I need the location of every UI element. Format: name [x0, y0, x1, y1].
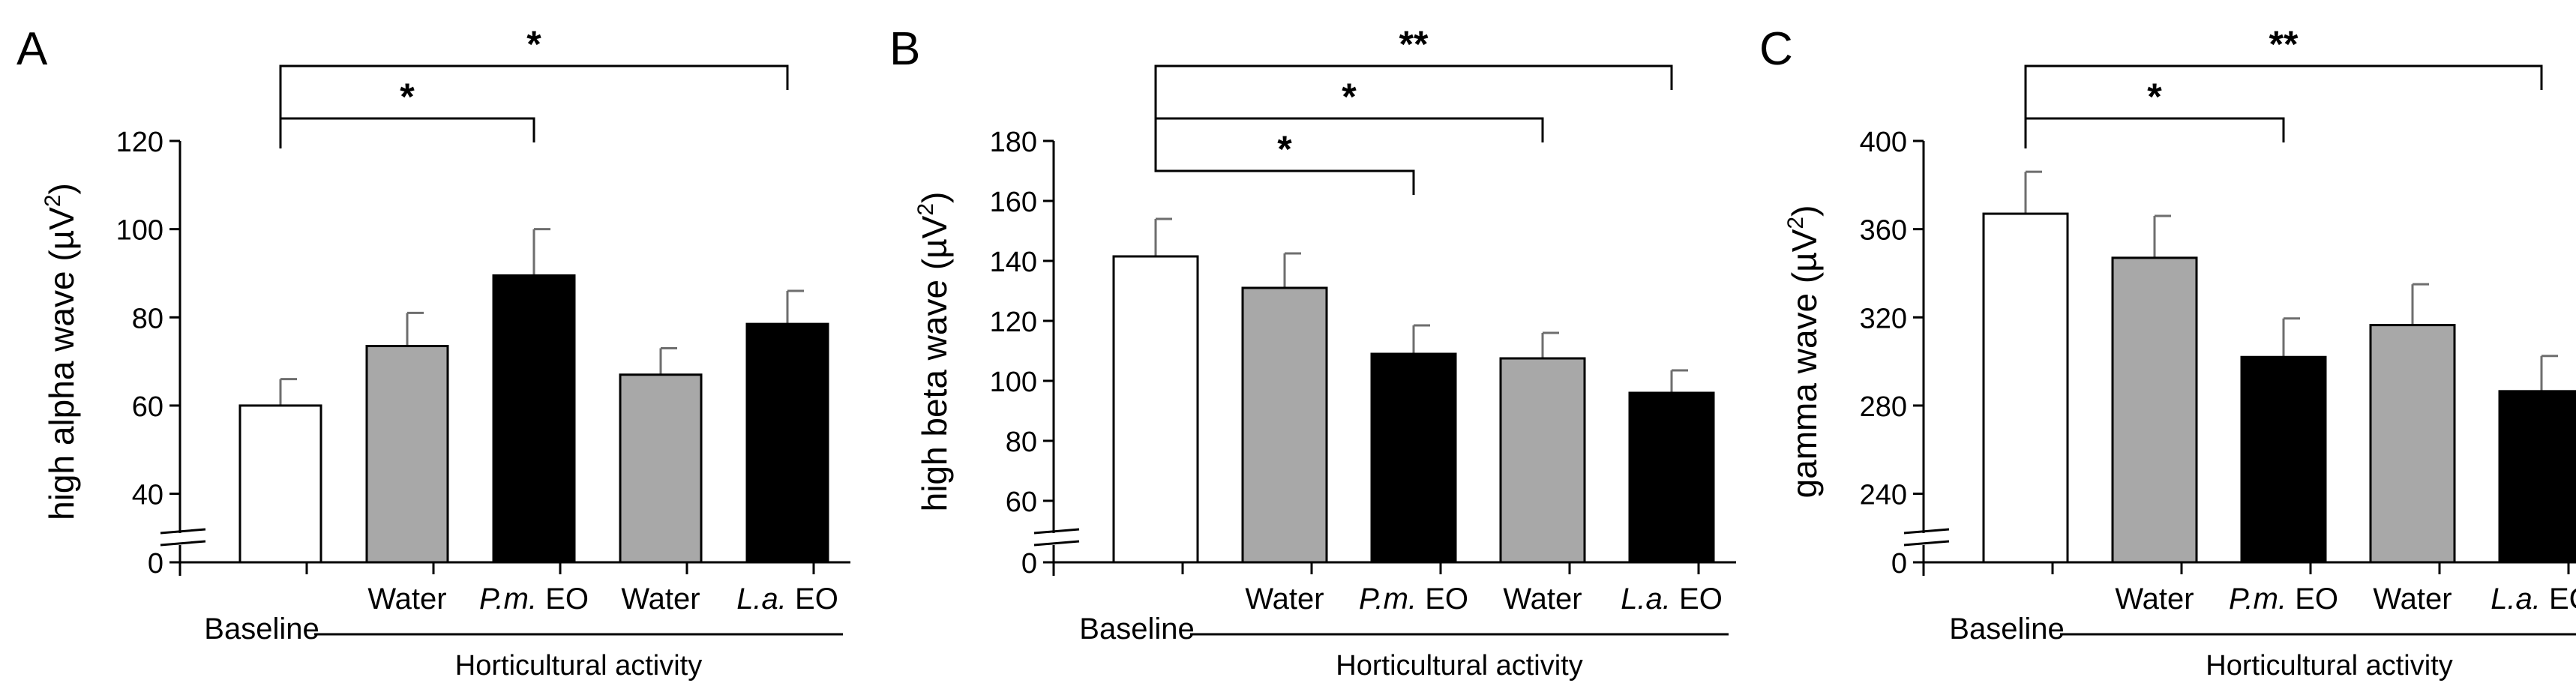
category-label: Baseline — [1079, 613, 1194, 646]
bar-1 — [1982, 212, 2069, 564]
y-tick-label: 160 — [990, 187, 1037, 218]
y-axis-label: high beta wave (µV2) — [913, 192, 954, 512]
y-axis-label: high alpha wave (µV2) — [40, 183, 81, 520]
bar-5 — [2498, 390, 2576, 564]
significance-bracket — [1154, 64, 1673, 148]
significance-bracket — [279, 64, 789, 148]
bar-2 — [2111, 256, 2198, 564]
y-tick-label: 100 — [990, 367, 1037, 398]
bar-4 — [2369, 324, 2456, 564]
significance-label: * — [400, 76, 415, 118]
significance-bracket — [1154, 148, 1415, 195]
category-label: L.a. EO — [2491, 583, 2576, 616]
y-tick-label: 280 — [1860, 391, 1907, 423]
group-label: Horticultural activity — [455, 650, 702, 682]
category-label: Water — [1503, 583, 1582, 616]
y-tick-label: 400 — [1860, 127, 1907, 158]
bar-5 — [745, 322, 829, 564]
category-label: P.m. EO — [2229, 583, 2338, 616]
significance-label: ** — [1399, 23, 1429, 65]
category-label: Water — [2373, 583, 2452, 616]
y-tick-label: 140 — [990, 247, 1037, 278]
y-tick-label-zero: 0 — [148, 548, 163, 580]
category-label: Water — [1245, 583, 1324, 616]
y-axis-label: gamma wave (µV2) — [1783, 205, 1824, 499]
y-tick-label: 40 — [132, 480, 163, 511]
y-tick-label: 120 — [990, 307, 1037, 338]
y-tick-label-zero: 0 — [1891, 548, 1907, 580]
category-label: Water — [2115, 583, 2194, 616]
category-label: Water — [621, 583, 700, 616]
y-tick-label: 80 — [132, 303, 163, 334]
y-tick-label: 120 — [116, 127, 163, 158]
category-label: P.m. EO — [479, 583, 589, 616]
significance-bracket — [1154, 117, 1544, 148]
category-label: L.a. EO — [736, 583, 838, 616]
bar-2 — [1241, 286, 1328, 564]
significance-label: ** — [2269, 23, 2299, 65]
y-tick-label: 180 — [990, 127, 1037, 158]
group-label: Horticultural activity — [1336, 650, 1582, 682]
bar-5 — [1628, 391, 1715, 564]
bar-3 — [492, 274, 576, 564]
significance-bracket — [279, 117, 535, 148]
y-tick-label-zero: 0 — [1021, 548, 1037, 580]
category-label: Water — [367, 583, 446, 616]
category-label: L.a. EO — [1621, 583, 1723, 616]
significance-bracket — [2024, 64, 2543, 148]
bar-4 — [619, 373, 703, 564]
axis-break-icon — [160, 528, 206, 547]
bar-3 — [2240, 355, 2327, 564]
category-label: P.m. EO — [1359, 583, 1468, 616]
y-tick-label: 60 — [1006, 487, 1037, 518]
panel-label: A — [16, 23, 48, 75]
bar-1 — [1112, 255, 1199, 564]
y-tick-label: 80 — [1006, 427, 1037, 458]
category-label: Baseline — [204, 613, 319, 646]
y-tick-label: 240 — [1860, 480, 1907, 511]
category-label: Baseline — [1949, 613, 2064, 646]
bar-2 — [365, 345, 449, 564]
y-tick-label: 100 — [116, 215, 163, 247]
y-tick-label: 360 — [1860, 215, 1907, 247]
significance-label: * — [2147, 76, 2162, 118]
significance-label: * — [526, 23, 541, 65]
significance-bracket — [2024, 117, 2285, 148]
bar-4 — [1499, 357, 1586, 564]
bar-3 — [1370, 352, 1457, 564]
bar-1 — [238, 404, 322, 564]
panel-label: C — [1759, 23, 1793, 75]
y-tick-label: 320 — [1860, 303, 1907, 334]
axis-break-icon — [1903, 528, 1950, 547]
significance-label: * — [1342, 76, 1357, 118]
y-tick-label: 60 — [132, 391, 163, 423]
panel-label: B — [889, 23, 920, 75]
significance-label: * — [1277, 128, 1292, 170]
axis-break-icon — [1033, 528, 1080, 547]
group-label: Horticultural activity — [2206, 650, 2452, 682]
